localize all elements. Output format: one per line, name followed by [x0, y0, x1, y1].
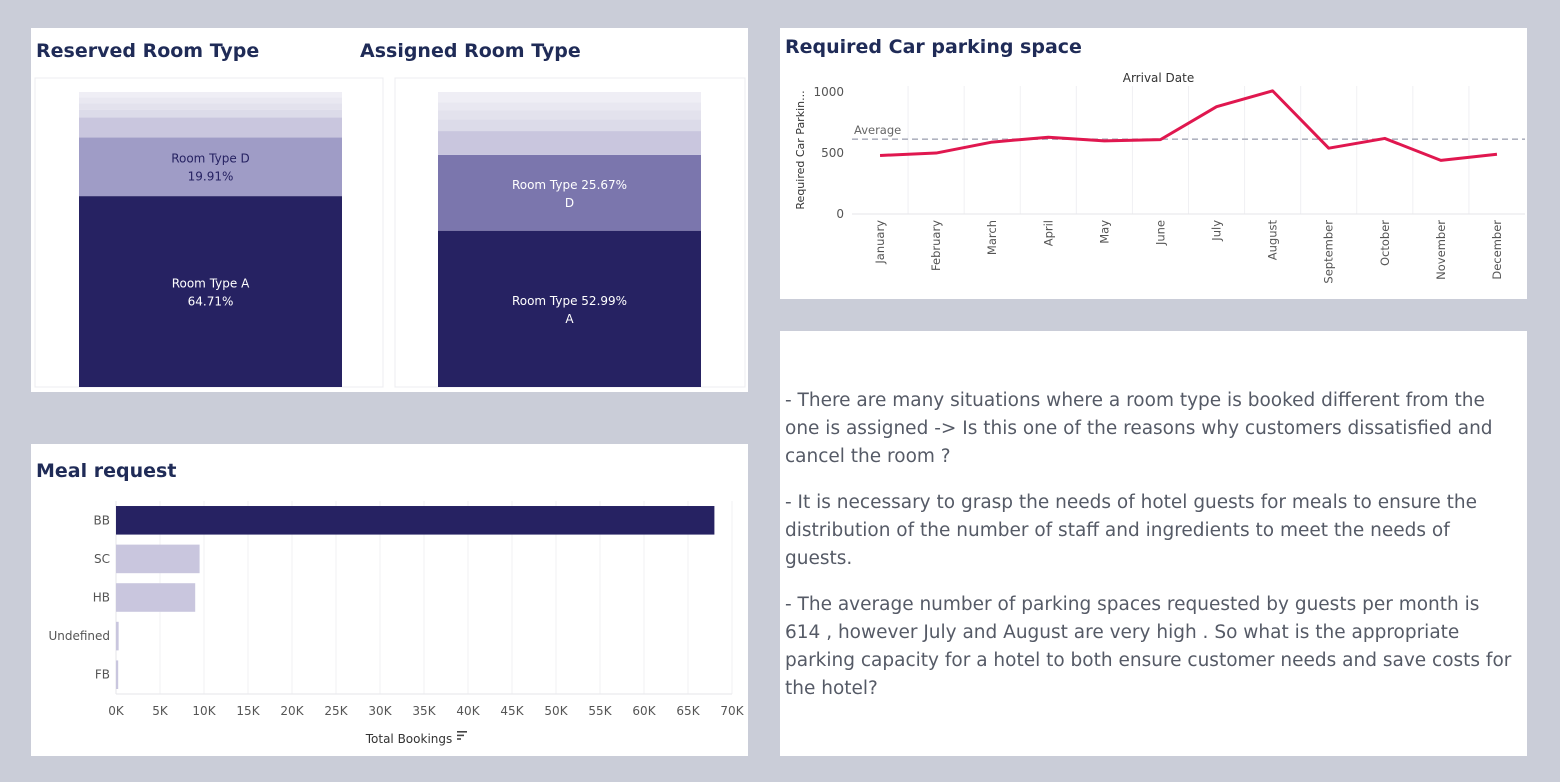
reserved-segment-label: 19.91% [188, 170, 234, 184]
parking-x-tick-label: September [1322, 220, 1336, 284]
parking-average-label: Average [854, 123, 901, 137]
parking-x-tick-label: November [1434, 220, 1448, 280]
meal-x-tick-label: 60K [632, 704, 656, 718]
assigned-segment [438, 154, 701, 231]
parking-series-line [879, 89, 1498, 162]
parking-x-tick-label: February [929, 220, 943, 271]
meal-x-tick-label: 30K [368, 704, 392, 718]
assigned-segment [438, 119, 701, 132]
reserved-segment [79, 97, 342, 104]
meal-x-tick-label: 65K [676, 704, 700, 718]
meal-x-tick-label: 10K [192, 704, 216, 718]
parking-x-tick-label: June [1153, 220, 1167, 246]
assigned-room-chart: Room Type 52.99% A Room Type 25.67% D [394, 77, 746, 388]
assigned-segment [438, 131, 701, 155]
reserved-segment-label: 64.71% [188, 295, 234, 309]
meal-y-tick-label: FB [95, 668, 110, 682]
room-type-panel: Reserved Room Type Assigned Room Type Ro… [31, 28, 748, 392]
insight-room-type: - There are many situations where a room… [785, 390, 1493, 467]
insight-parking: - The average number of parking spaces r… [785, 594, 1512, 699]
parking-y-axis-title: Required Car Parkin... [794, 90, 807, 209]
reserved-segment-label: Room Type D [171, 152, 250, 166]
parking-line-chart: Arrival Date Required Car Parkin... 0 500 10… [794, 71, 1525, 284]
meal-x-tick-label: 55K [588, 704, 612, 718]
meal-x-tick-label: 40K [456, 704, 480, 718]
assigned-segment-label: D [565, 196, 574, 210]
meal-bar [116, 506, 715, 535]
meal-x-tick-label: 35K [412, 704, 436, 718]
meal-x-axis-title: Total Bookings [365, 732, 453, 746]
parking-y-tick-label: 0 [836, 207, 844, 221]
assigned-segment [438, 230, 701, 387]
parking-y-tick-label: 1000 [813, 85, 844, 99]
meal-y-tick-label: SC [94, 552, 110, 566]
insights-text: - There are many situations where a room… [785, 387, 1520, 721]
sort-descending-icon [457, 731, 467, 740]
parking-x-tick-label: December [1490, 220, 1504, 280]
meal-x-tick-label: 5K [152, 704, 169, 718]
parking-title: Required Car parking space [785, 36, 1082, 58]
meal-x-tick-label: 0K [108, 704, 125, 718]
meal-x-tick-label: 25K [324, 704, 348, 718]
reserved-segment [79, 117, 342, 138]
parking-x-tick-label: May [1097, 220, 1111, 244]
assigned-segment-label: Room Type 52.99% [512, 294, 627, 308]
parking-x-tick-label: January [873, 220, 887, 265]
parking-y-tick-label: 500 [821, 146, 844, 160]
assigned-segment [438, 92, 701, 103]
meal-y-tick-label: BB [94, 513, 110, 527]
assigned-segment-label: Room Type 25.67% [512, 178, 627, 192]
meal-x-tick-label: 20K [280, 704, 304, 718]
parking-x-tick-label: April [1041, 220, 1055, 246]
assigned-segment [438, 110, 701, 120]
meal-x-tick-label: 70K [720, 704, 744, 718]
reserved-segment [79, 92, 342, 98]
meal-x-tick-label: 45K [500, 704, 524, 718]
parking-panel: Required Car parking space Arrival Date R… [780, 28, 1527, 299]
insights-panel: - There are many situations where a room… [780, 331, 1527, 756]
parking-x-tick-label: August [1266, 220, 1280, 261]
meal-y-tick-label: HB [93, 591, 110, 605]
sort-icon-line [457, 731, 467, 733]
parking-x-axis-title: Arrival Date [1123, 71, 1194, 85]
meal-x-tick-label: 15K [236, 704, 260, 718]
meal-y-tick-label: Undefined [48, 629, 110, 643]
meal-x-tick-label: 50K [544, 704, 568, 718]
reserved-segment [79, 137, 342, 197]
reserved-segment [79, 109, 342, 118]
parking-x-tick-label: July [1210, 220, 1224, 242]
meal-bar-chart: 0K 5K 10K 15K 20K 25K 30K 35K 40K 45K 50K 55K 60K 65K… [48, 501, 745, 746]
assigned-segment [438, 102, 701, 111]
reserved-segment [79, 103, 342, 110]
assigned-segment-label: A [565, 312, 574, 326]
meal-bar [116, 544, 200, 574]
parking-x-tick-label: October [1378, 220, 1392, 266]
reserved-room-chart: Room Type A 64.71% Room Type D 19.91% [34, 77, 384, 388]
reserved-room-title: Reserved Room Type [36, 40, 260, 62]
assigned-room-title: Assigned Room Type [360, 40, 581, 62]
reserved-segment [79, 196, 342, 387]
insight-meal: - It is necessary to grasp the needs of … [785, 492, 1478, 569]
meal-title: Meal request [36, 460, 177, 482]
meal-bar [116, 583, 196, 612]
meal-bar [116, 621, 119, 651]
parking-x-tick-label: March [985, 220, 999, 255]
meal-panel: Meal request 0K 5K 10K 15K 20K 25K 30K 35K 40K 45… [31, 444, 748, 756]
sort-icon-line [457, 734, 464, 737]
meal-bar [116, 660, 119, 689]
sort-icon-line [457, 738, 461, 740]
reserved-segment-label: Room Type A [172, 277, 250, 291]
